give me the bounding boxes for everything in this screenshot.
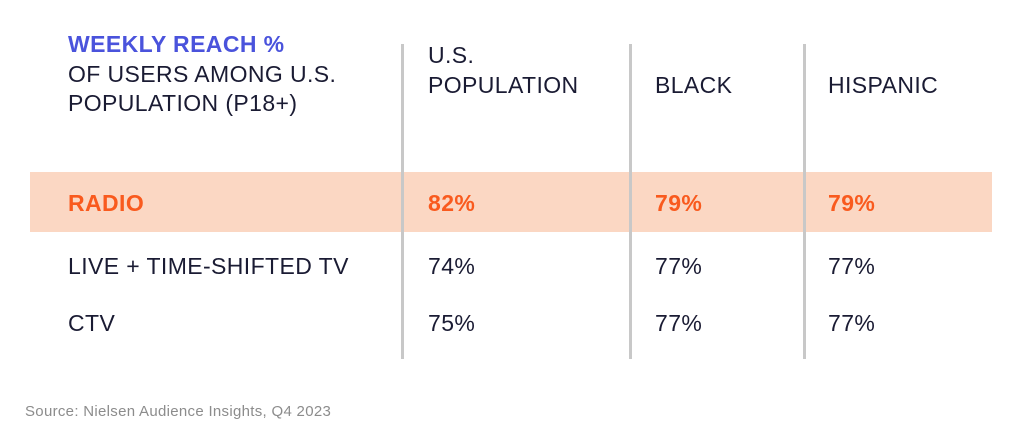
ctv-black-value: 77% bbox=[655, 310, 703, 336]
ctv-us-population-value: 75% bbox=[428, 310, 476, 336]
live-tv-black-value: 77% bbox=[655, 253, 703, 279]
column-divider-3 bbox=[803, 44, 806, 359]
column-header-hispanic: HISPANIC bbox=[828, 72, 939, 98]
live-tv-hispanic-value: 77% bbox=[828, 253, 876, 279]
radio-row-highlight-band bbox=[30, 172, 992, 232]
column-header-us-population: U.S. POPULATION bbox=[428, 42, 579, 98]
radio-black-value: 79% bbox=[655, 190, 703, 216]
radio-hispanic-value: 79% bbox=[828, 190, 876, 216]
column-divider-1 bbox=[401, 44, 404, 359]
ctv-hispanic-value: 77% bbox=[828, 310, 876, 336]
table-title: WEEKLY REACH % OF USERS AMONG U.S. POPUL… bbox=[68, 30, 336, 119]
radio-us-population-value: 82% bbox=[428, 190, 476, 216]
source-attribution: Source: Nielsen Audience Insights, Q4 20… bbox=[25, 403, 332, 420]
column-divider-2 bbox=[629, 44, 632, 359]
live-tv-us-population-value: 74% bbox=[428, 253, 476, 279]
title-subline-2: POPULATION (P18+) bbox=[68, 90, 298, 116]
row-label-live-time-shifted-tv: LIVE + TIME-SHIFTED TV bbox=[68, 253, 349, 279]
title-subline-1: OF USERS AMONG U.S. bbox=[68, 60, 337, 87]
row-label-ctv: CTV bbox=[68, 310, 116, 336]
column-header-black: BLACK bbox=[655, 72, 733, 98]
row-label-radio: RADIO bbox=[68, 190, 145, 216]
title-accent-line: WEEKLY REACH % bbox=[68, 31, 285, 57]
